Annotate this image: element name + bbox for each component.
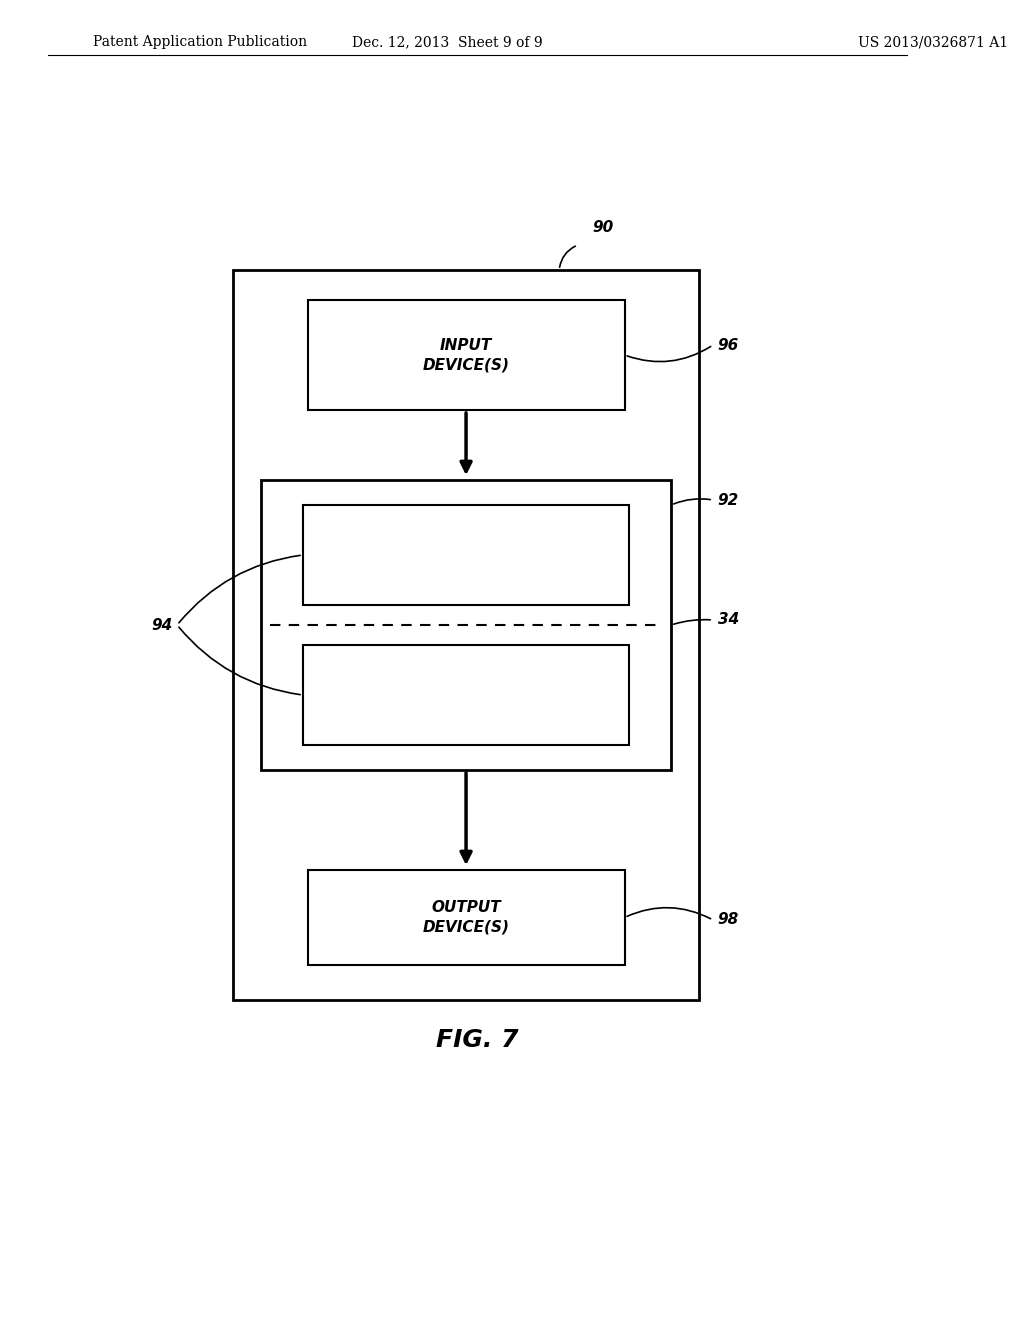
Bar — [303, 506, 629, 605]
Text: FIG. 7: FIG. 7 — [436, 1028, 518, 1052]
Text: 90: 90 — [592, 220, 613, 235]
Text: 94: 94 — [152, 618, 172, 632]
Bar — [261, 480, 671, 770]
Text: OUTPUT
DEVICE(S): OUTPUT DEVICE(S) — [423, 900, 510, 935]
Text: 92: 92 — [718, 492, 739, 507]
Text: 34: 34 — [718, 612, 739, 627]
Text: 98: 98 — [718, 912, 739, 928]
Text: 96: 96 — [718, 338, 739, 352]
Text: Dec. 12, 2013  Sheet 9 of 9: Dec. 12, 2013 Sheet 9 of 9 — [352, 36, 543, 49]
Bar — [303, 645, 629, 744]
Bar — [307, 870, 625, 965]
Text: US 2013/0326871 A1: US 2013/0326871 A1 — [857, 36, 1008, 49]
Bar — [307, 300, 625, 411]
Text: INPUT
DEVICE(S): INPUT DEVICE(S) — [423, 338, 510, 372]
Text: Patent Application Publication: Patent Application Publication — [93, 36, 307, 49]
Bar — [233, 271, 699, 1001]
